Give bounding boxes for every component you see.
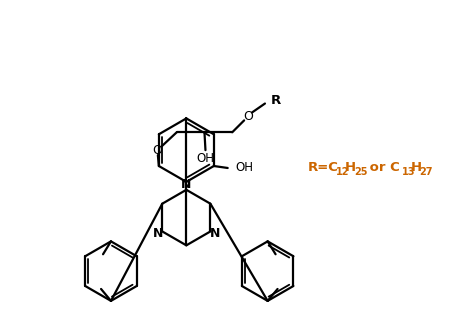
Text: H: H xyxy=(344,162,355,174)
Text: OH: OH xyxy=(235,162,253,174)
Text: 12: 12 xyxy=(336,167,349,177)
Text: O: O xyxy=(152,144,161,157)
Text: O: O xyxy=(243,110,253,123)
Text: H: H xyxy=(410,162,421,174)
Text: OH: OH xyxy=(196,152,214,165)
Text: or C: or C xyxy=(364,162,399,174)
Text: 27: 27 xyxy=(419,167,432,177)
Text: N: N xyxy=(209,227,219,240)
Text: N: N xyxy=(152,227,163,240)
Text: R: R xyxy=(270,94,281,107)
Text: 25: 25 xyxy=(353,167,367,177)
Text: N: N xyxy=(181,178,191,191)
Text: 13: 13 xyxy=(400,167,414,177)
Text: R=C: R=C xyxy=(307,162,337,174)
